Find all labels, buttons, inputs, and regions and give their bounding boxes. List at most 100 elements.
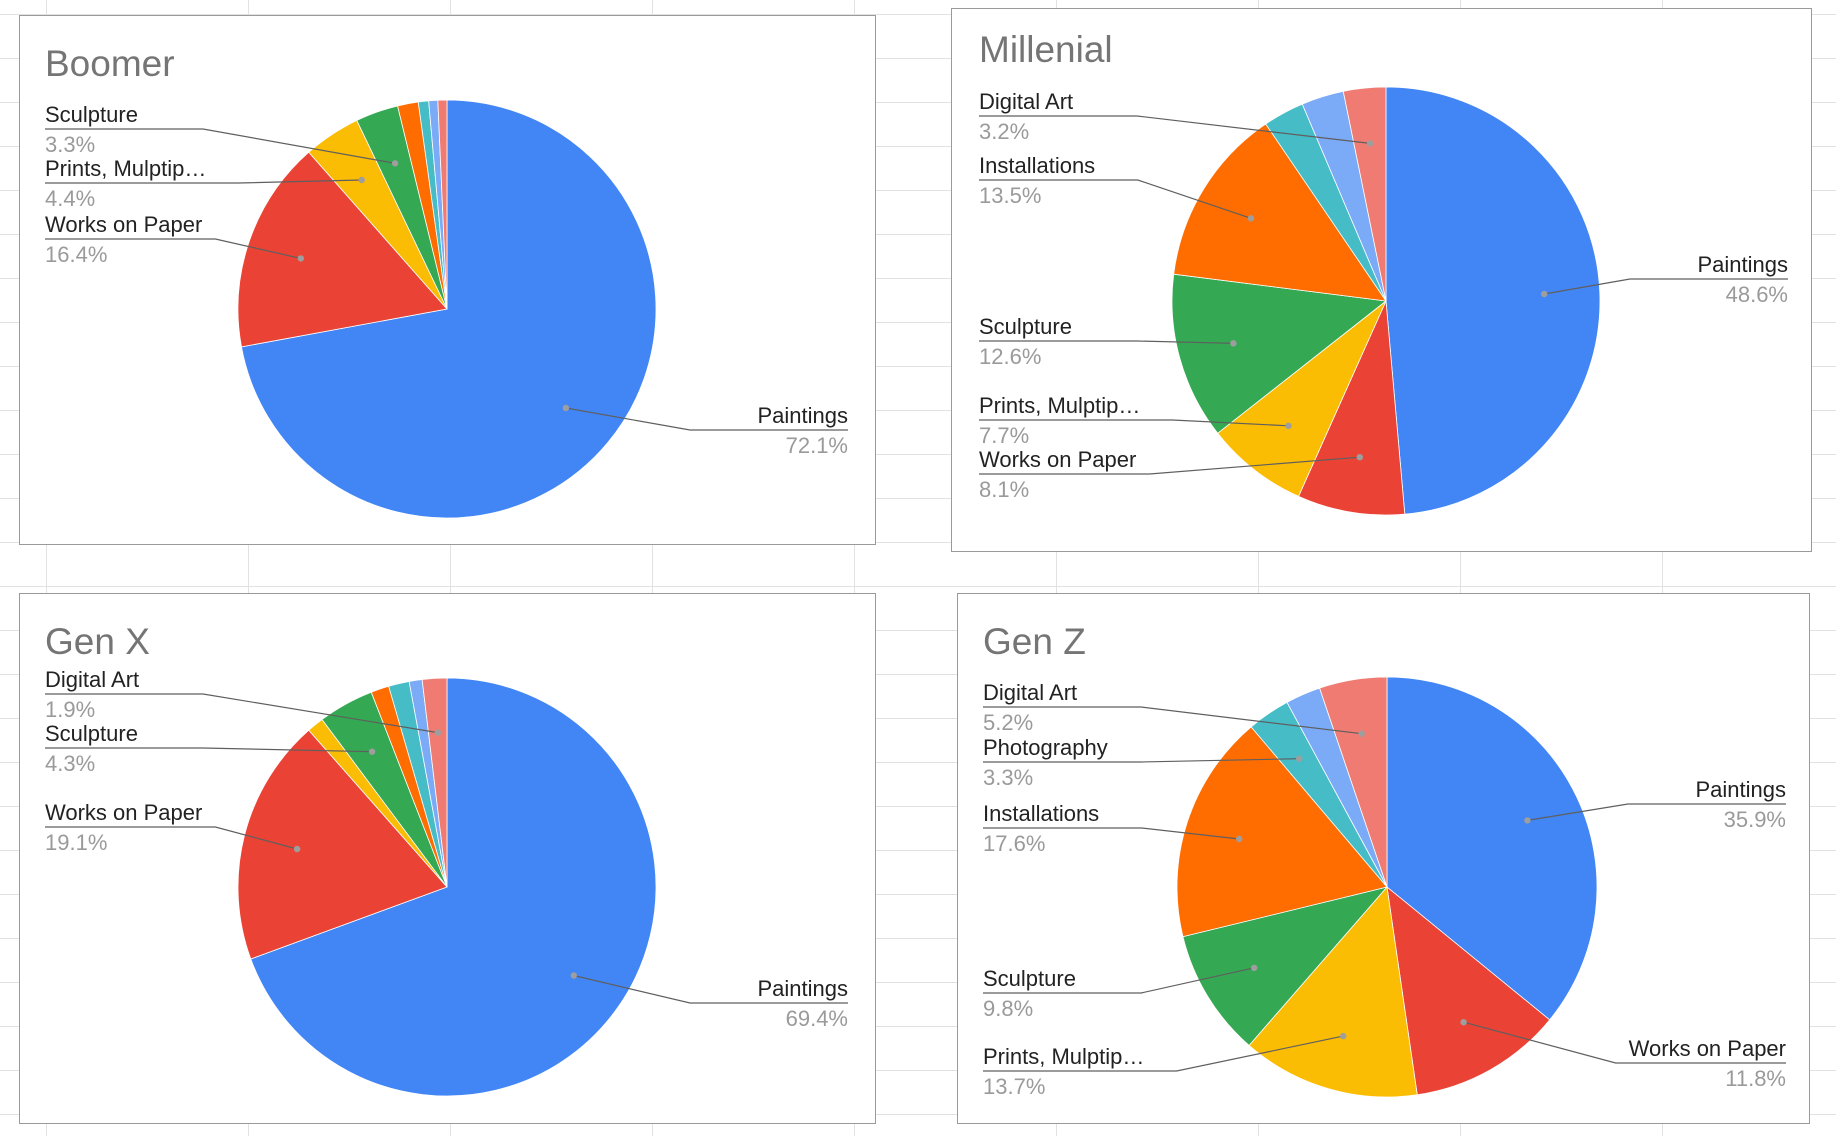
slice-label: Installations	[983, 801, 1099, 826]
chart-title: Millenial	[979, 29, 1113, 70]
slice-label: Paintings	[1695, 777, 1786, 802]
slice-label: Works on Paper	[45, 212, 202, 237]
slice-label: Sculpture	[979, 314, 1072, 339]
slice-label: Prints, Mulptip…	[45, 156, 206, 181]
label-leader-line	[45, 238, 301, 259]
label-leader-line	[45, 128, 396, 164]
label-anchor-dot	[1356, 454, 1363, 461]
label-anchor-dot	[1340, 1032, 1347, 1040]
slice-label: Digital Art	[979, 89, 1073, 114]
label-leader-line	[983, 706, 1362, 735]
slice-value-label: 5.2%	[983, 710, 1033, 735]
chart-panel-gen-x: Gen X Paintings 69.4% Works on Paper 19.1% S…	[19, 593, 876, 1124]
pie-chart-millenial: Millenial Paintings 48.6% Works on Paper 8.…	[979, 29, 1788, 516]
chart-title: Gen X	[45, 621, 150, 662]
pie-chart-boomer: Boomer Paintings 72.1% Works on Paper 16.4%…	[45, 43, 848, 519]
pie-slice-works-on-paper	[1298, 299, 1406, 516]
slice-label: Paintings	[757, 403, 848, 428]
label-leader-line	[979, 340, 1234, 344]
label-leader-line	[1463, 1021, 1786, 1064]
label-anchor-dot	[1230, 340, 1237, 347]
label-leader-line	[1527, 803, 1786, 821]
pie-slice-sculpture	[1182, 886, 1389, 1046]
label-anchor-dot	[1358, 730, 1365, 737]
label-leader-line	[979, 115, 1371, 144]
slice-label: Sculpture	[983, 966, 1076, 991]
slice-label: Digital Art	[45, 667, 139, 692]
pie-slice-paintings	[250, 677, 657, 1097]
label-anchor-dot	[1296, 755, 1303, 762]
label-leader-line	[45, 826, 298, 850]
label-leader-line	[983, 967, 1255, 994]
label-anchor-dot	[1366, 140, 1374, 147]
label-anchor-dot	[570, 972, 577, 979]
chart-title: Gen Z	[983, 621, 1086, 662]
chart-title: Boomer	[45, 43, 175, 84]
label-anchor-dot	[1541, 290, 1548, 298]
slice-label: Prints, Mulptip…	[983, 1044, 1144, 1069]
label-anchor-dot	[1247, 215, 1255, 222]
label-anchor-dot	[434, 729, 441, 736]
label-leader-line	[983, 1035, 1344, 1072]
pie-slice-digital-art	[421, 677, 448, 888]
chart-panel-millenial: Millenial Paintings 48.6% Works on Paper 8.…	[951, 8, 1812, 552]
label-leader-line	[983, 827, 1240, 840]
label-anchor-dot	[1236, 835, 1243, 843]
label-leader-line	[983, 758, 1300, 763]
pie-slice-prints-mulptip	[1248, 886, 1418, 1098]
slice-value-label: 1.9%	[45, 697, 95, 722]
chart-panel-boomer: Boomer Paintings 72.1% Works on Paper 16.4%…	[19, 15, 876, 545]
slice-value-label: 16.4%	[45, 242, 107, 267]
slice-value-label: 4.4%	[45, 186, 95, 211]
slice-label: Sculpture	[45, 102, 138, 127]
label-leader-line	[979, 179, 1252, 219]
label-leader-line	[979, 419, 1289, 427]
slice-value-label: 19.1%	[45, 830, 107, 855]
pie-slice-prints-mulptip	[1217, 300, 1387, 497]
pie-slice-paintings	[1385, 86, 1601, 515]
chart-panel-gen-z: Gen Z Paintings 35.9% Works on Paper 11.8% P…	[957, 593, 1810, 1124]
slice-value-label: 8.1%	[979, 477, 1029, 502]
slice-label: Paintings	[1697, 252, 1788, 277]
label-anchor-dot	[358, 176, 365, 184]
slice-value-label: 35.9%	[1724, 807, 1786, 832]
slice-label: Paintings	[757, 976, 848, 1001]
label-anchor-dot	[1524, 817, 1531, 824]
slice-value-label: 17.6%	[983, 831, 1045, 856]
label-leader-line	[45, 747, 373, 753]
pie-slice-installations	[1176, 726, 1388, 938]
slice-value-label: 69.4%	[786, 1006, 848, 1031]
pie-slice-paintings	[1386, 676, 1598, 1021]
pie-slice-paintings	[240, 99, 657, 519]
slice-value-label: 13.5%	[979, 183, 1041, 208]
label-leader-line	[979, 456, 1360, 475]
slice-label: Installations	[979, 153, 1095, 178]
pie-slice-sculpture	[1171, 273, 1387, 434]
slice-value-label: 48.6%	[1726, 282, 1788, 307]
label-anchor-dot	[391, 160, 399, 167]
slice-label: Digital Art	[983, 680, 1077, 705]
slice-value-label: 72.1%	[786, 433, 848, 458]
slice-value-label: 4.3%	[45, 751, 95, 776]
label-leader-line	[565, 407, 848, 431]
pie-slice-digital-art	[1342, 86, 1387, 302]
pie-slice-works-on-paper	[237, 151, 448, 348]
label-anchor-dot	[368, 748, 376, 755]
pie-slice-works-on-paper	[237, 729, 448, 960]
pie-slice-digital-art	[1319, 676, 1388, 888]
pie-slice-7	[437, 99, 448, 310]
slice-value-label: 7.7%	[979, 423, 1029, 448]
label-anchor-dot	[1285, 422, 1292, 429]
slice-value-label: 3.3%	[45, 132, 95, 157]
pie-chart-gen-x: Gen X Paintings 69.4% Works on Paper 19.1% S…	[45, 621, 848, 1097]
slice-label: Photography	[983, 735, 1108, 760]
label-anchor-dot	[1460, 1019, 1467, 1026]
label-anchor-dot	[1251, 964, 1258, 971]
label-anchor-dot	[562, 404, 570, 412]
slice-label: Sculpture	[45, 721, 138, 746]
slice-label: Prints, Mulptip…	[979, 393, 1140, 418]
slice-value-label: 3.3%	[983, 765, 1033, 790]
label-leader-line	[573, 974, 848, 1004]
slice-value-label: 11.8%	[1725, 1066, 1786, 1091]
slice-label: Works on Paper	[45, 800, 202, 825]
